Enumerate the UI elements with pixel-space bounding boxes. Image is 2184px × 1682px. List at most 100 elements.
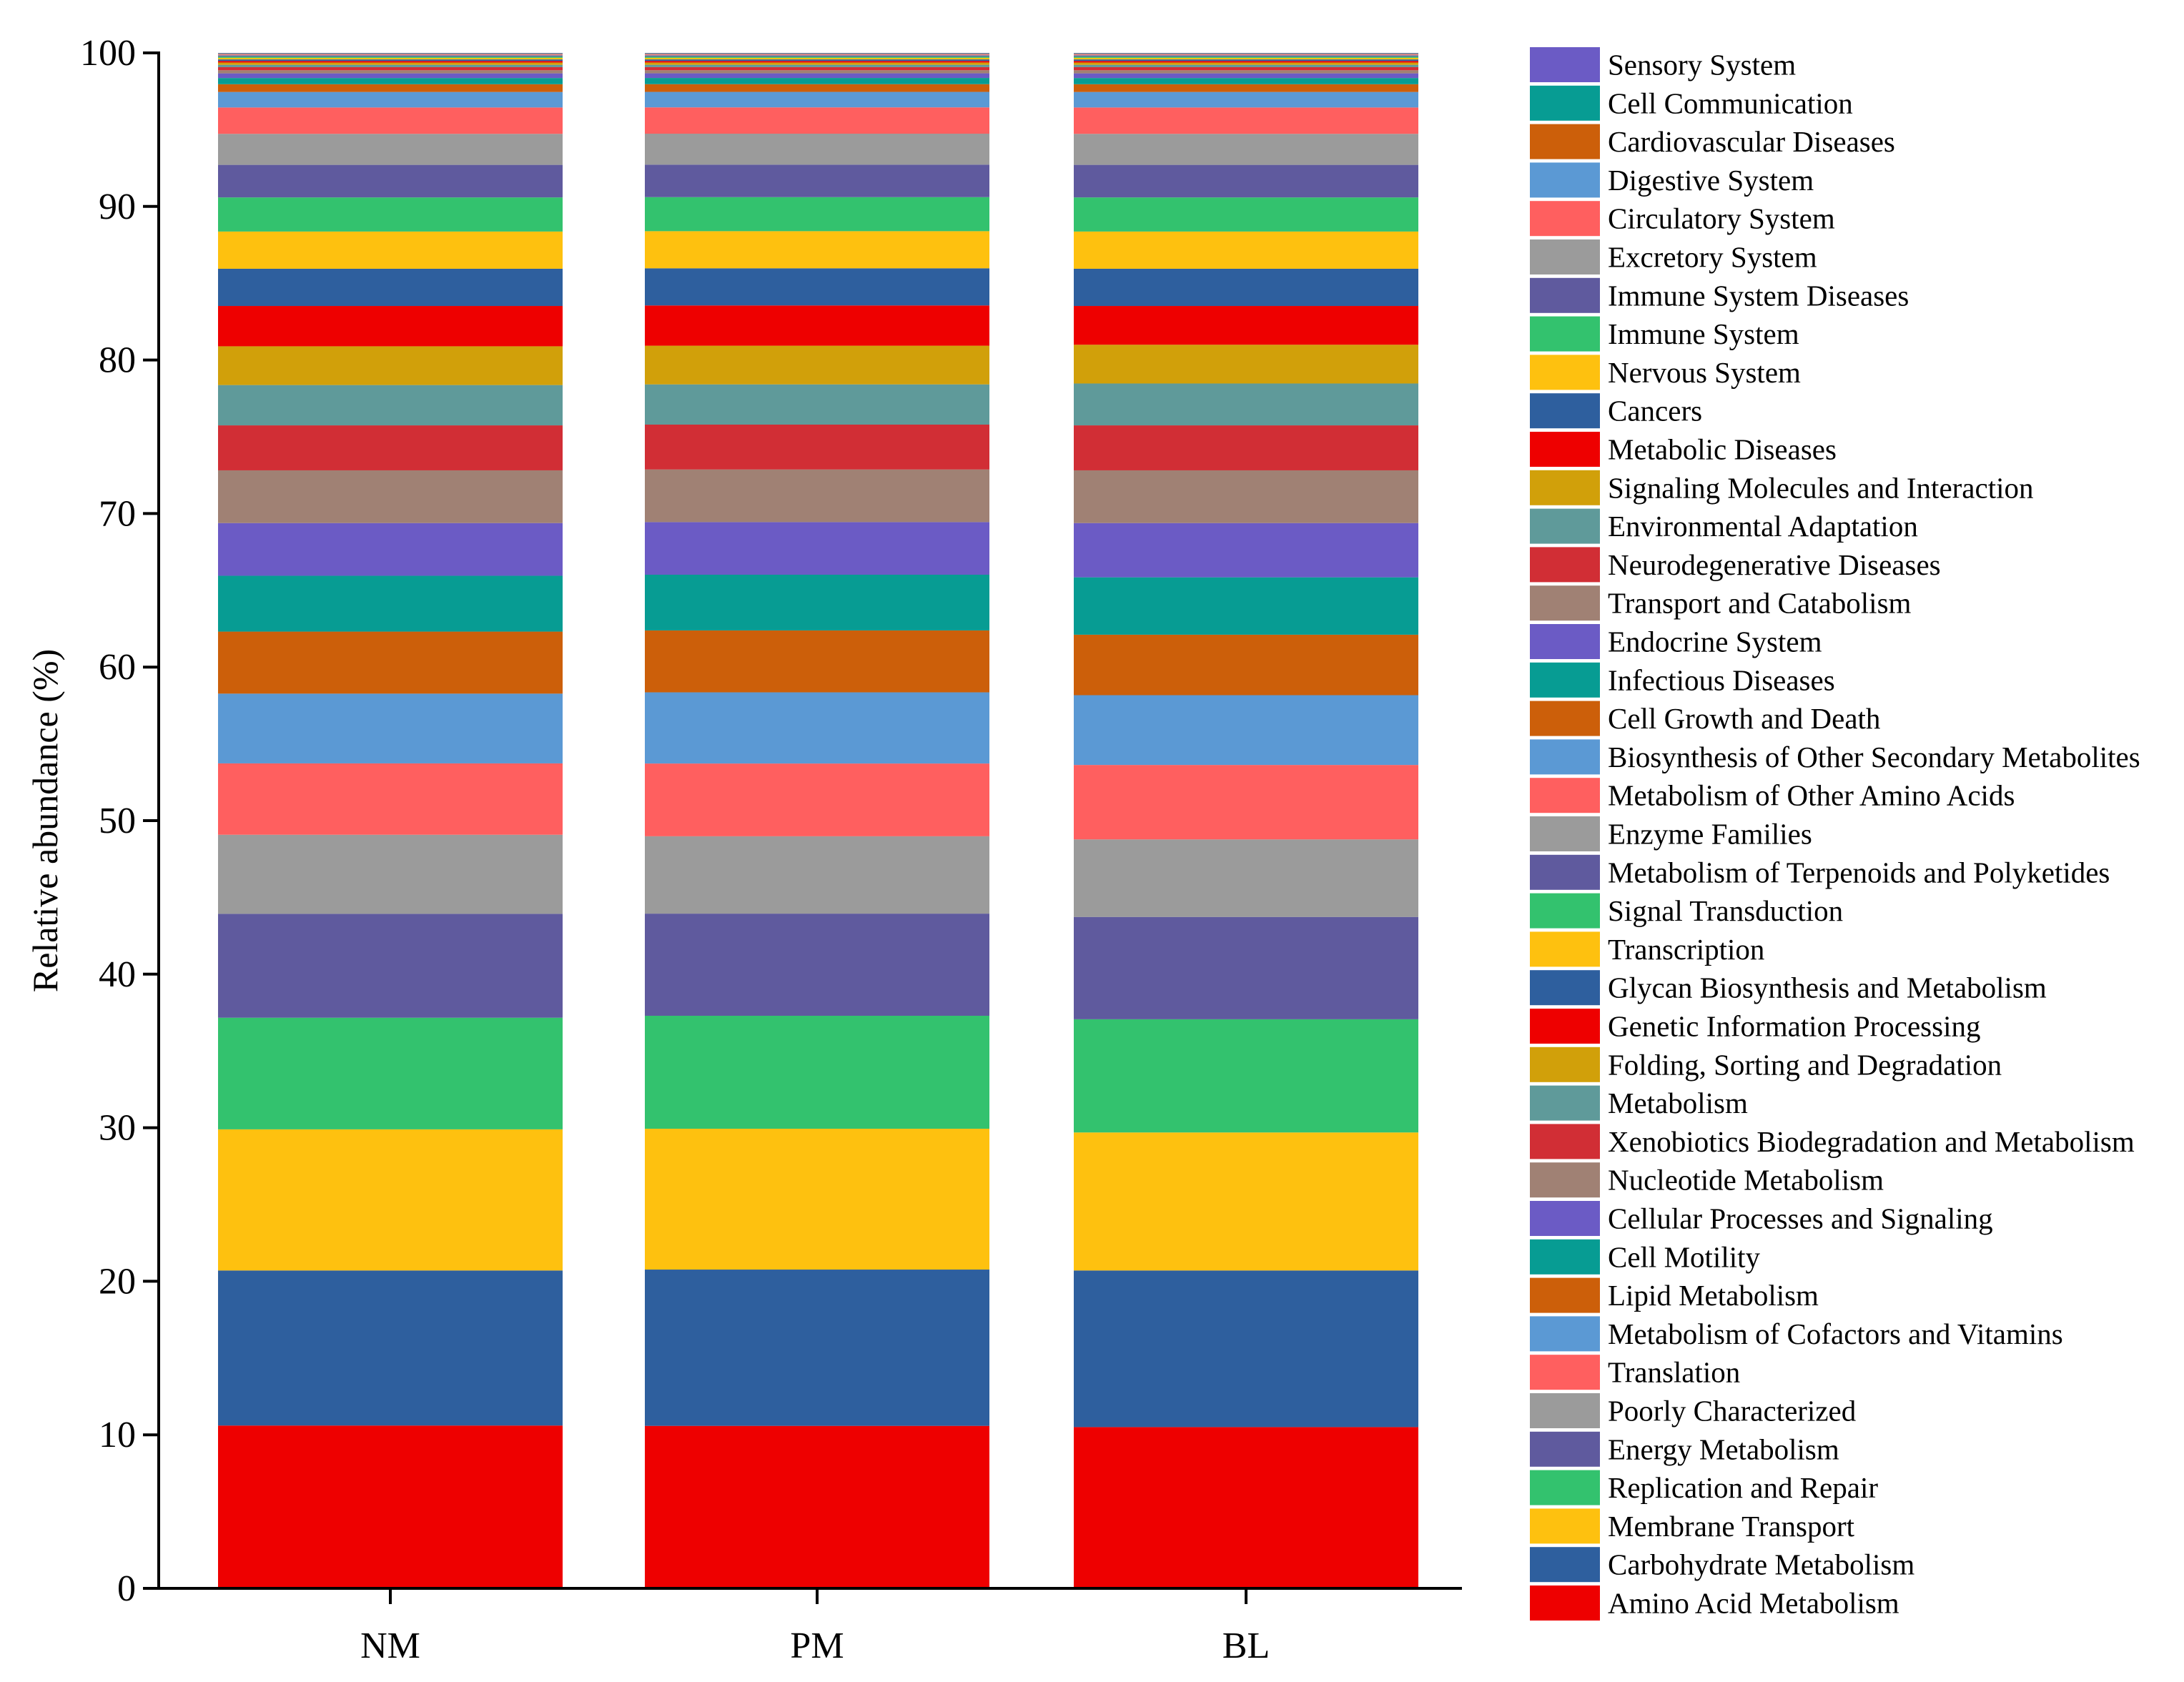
bar-segment-bl-amino-acid-metabolism	[1074, 1427, 1418, 1588]
legend-swatch	[1530, 1162, 1600, 1198]
bar-segment-nm-transcription	[218, 231, 563, 269]
bar-segment-pm-signaling-molecules-and-interaction	[645, 62, 989, 65]
legend-label: Replication and Repair	[1608, 1471, 1878, 1504]
legend-item-nervous-system: Nervous System	[1530, 355, 1801, 390]
y-tick-label: 10	[99, 1415, 136, 1455]
legend-item-transcription: Transcription	[1530, 931, 1764, 967]
legend-swatch	[1530, 162, 1600, 198]
bar-segment-bl-genetic-information-processing	[1074, 306, 1418, 345]
legend-item-digestive-system: Digestive System	[1530, 162, 1814, 198]
y-tick-label: 90	[99, 187, 136, 227]
legend-label: Cell Communication	[1608, 86, 1853, 119]
bar-segment-bl-metabolic-diseases	[1074, 61, 1418, 63]
legend-item-translation: Translation	[1530, 1355, 1740, 1390]
legend-label: Excretory System	[1608, 241, 1817, 274]
legend-swatch	[1530, 1508, 1600, 1544]
legend-label: Glycan Biosynthesis and Metabolism	[1608, 971, 2047, 1004]
bar-segment-bl-membrane-transport	[1074, 1132, 1418, 1271]
legend-item-environmental-adaptation: Environmental Adaptation	[1530, 508, 1918, 544]
legend-swatch	[1530, 1393, 1600, 1428]
legend-swatch	[1530, 277, 1600, 313]
legend-label: Genetic Information Processing	[1608, 1010, 1980, 1043]
legend-item-poorly-characterized: Poorly Characterized	[1530, 1393, 1856, 1428]
x-tick-label-nm: NM	[360, 1626, 420, 1666]
bar-segment-pm-environmental-adaptation	[645, 64, 989, 67]
bar-segment-bl-infectious-diseases	[1074, 78, 1418, 84]
bar-segment-pm-circulatory-system	[645, 54, 989, 55]
legend-item-excretory-system: Excretory System	[1530, 239, 1817, 274]
legend-swatch	[1530, 662, 1600, 698]
bar-segment-bl-enzyme-families	[1074, 134, 1418, 165]
bar-segment-nm-endocrine-system	[218, 73, 563, 79]
legend-label: Sensory System	[1608, 49, 1796, 81]
legend-label: Cell Growth and Death	[1608, 702, 1880, 735]
bar-segment-nm-replication-and-repair	[218, 1017, 563, 1129]
bar-segment-nm-amino-acid-metabolism	[218, 1425, 563, 1588]
bar-segment-pm-glycan-biosynthesis-and-metabolism	[645, 268, 989, 306]
bar-segment-nm-cell-motility	[218, 575, 563, 632]
bar-segment-pm-immune-system	[645, 56, 989, 58]
bar-segment-nm-metabolism-of-other-amino-acids	[218, 107, 563, 134]
bar-segment-nm-translation	[218, 763, 563, 835]
bar-segment-pm-membrane-transport	[645, 1129, 989, 1270]
bar-segment-nm-genetic-information-processing	[218, 306, 563, 347]
bar-segment-nm-neurodegenerative-diseases	[218, 66, 563, 71]
legend-label: Lipid Metabolism	[1608, 1279, 1819, 1312]
legend-swatch	[1530, 124, 1600, 159]
legend-swatch	[1530, 1124, 1600, 1159]
legend-label: Translation	[1608, 1356, 1740, 1389]
legend-label: Digestive System	[1608, 164, 1814, 197]
legend-label: Infectious Diseases	[1608, 663, 1835, 696]
legend-swatch	[1530, 547, 1600, 583]
legend-item-metabolism-of-other-amino-acids: Metabolism of Other Amino Acids	[1530, 778, 2015, 813]
y-axis-title: Relative abundance (%)	[25, 649, 65, 992]
bar-segment-bl-glycan-biosynthesis-and-metabolism	[1074, 268, 1418, 307]
bar-segment-pm-transport-and-catabolism	[645, 70, 989, 74]
legend-label: Cardiovascular Diseases	[1608, 125, 1895, 158]
bar-segment-bl-xenobiotics-biodegradation-and-metabolism	[1074, 425, 1418, 470]
legend-swatch	[1530, 470, 1600, 505]
y-tick-label: 60	[99, 647, 136, 688]
x-tick-label-pm: PM	[790, 1626, 844, 1666]
bar-segment-pm-cancers	[645, 59, 989, 61]
bar-segment-bl-translation	[1074, 765, 1418, 840]
bar-segment-bl-sensory-system	[1074, 53, 1418, 54]
legend-swatch	[1530, 239, 1600, 274]
bar-segment-pm-endocrine-system	[645, 73, 989, 79]
bar-segment-pm-cell-growth-and-death	[645, 84, 989, 92]
bar-segment-nm-sensory-system	[218, 53, 563, 54]
legend-item-circulatory-system: Circulatory System	[1530, 201, 1835, 237]
legend-label: Metabolism of Other Amino Acids	[1608, 779, 2015, 812]
legend-item-transport-and-catabolism: Transport and Catabolism	[1530, 585, 1912, 621]
legend-item-neurodegenerative-diseases: Neurodegenerative Diseases	[1530, 547, 1941, 583]
bar-segment-bl-cellular-processes-and-signaling	[1074, 523, 1418, 578]
legend-item-amino-acid-metabolism: Amino Acid Metabolism	[1530, 1585, 1899, 1621]
legend-item-metabolism-of-cofactors-and-vitamins: Metabolism of Cofactors and Vitamins	[1530, 1316, 2063, 1352]
legend-item-endocrine-system: Endocrine System	[1530, 624, 1822, 659]
bar-segment-nm-infectious-diseases	[218, 78, 563, 84]
bar-segment-pm-metabolism	[645, 384, 989, 425]
bar-segment-nm-transport-and-catabolism	[218, 70, 563, 74]
bar-segment-pm-infectious-diseases	[645, 78, 989, 84]
legend-label: Energy Metabolism	[1608, 1433, 1839, 1465]
bar-segment-pm-amino-acid-metabolism	[645, 1425, 989, 1588]
bar-segment-nm-metabolic-diseases	[218, 61, 563, 63]
bar-segment-bl-energy-metabolism	[1074, 916, 1418, 1019]
legend-swatch	[1530, 1009, 1600, 1044]
legend-label: Immune System	[1608, 317, 1799, 350]
bar-segment-bl-cell-growth-and-death	[1074, 84, 1418, 92]
legend-item-immune-system: Immune System	[1530, 316, 1799, 352]
y-tick-label: 100	[80, 33, 136, 74]
bar-segment-pm-cellular-processes-and-signaling	[645, 522, 989, 575]
bar-segment-bl-carbohydrate-metabolism	[1074, 1270, 1418, 1428]
bar-segment-pm-nucleotide-metabolism	[645, 469, 989, 523]
bar-segment-bl-excretory-system	[1074, 54, 1418, 56]
bar-segment-pm-biosynthesis-of-other-secondary-metabolites	[645, 91, 989, 108]
legend-item-cancers: Cancers	[1530, 393, 1702, 429]
bar-segment-nm-carbohydrate-metabolism	[218, 1270, 563, 1426]
legend-label: Xenobiotics Biodegradation and Metabolis…	[1608, 1125, 2135, 1158]
legend-item-energy-metabolism: Energy Metabolism	[1530, 1431, 1839, 1467]
y-tick-label: 0	[117, 1568, 136, 1609]
legend-swatch	[1530, 701, 1600, 736]
bar-segment-bl-signal-transduction	[1074, 197, 1418, 232]
